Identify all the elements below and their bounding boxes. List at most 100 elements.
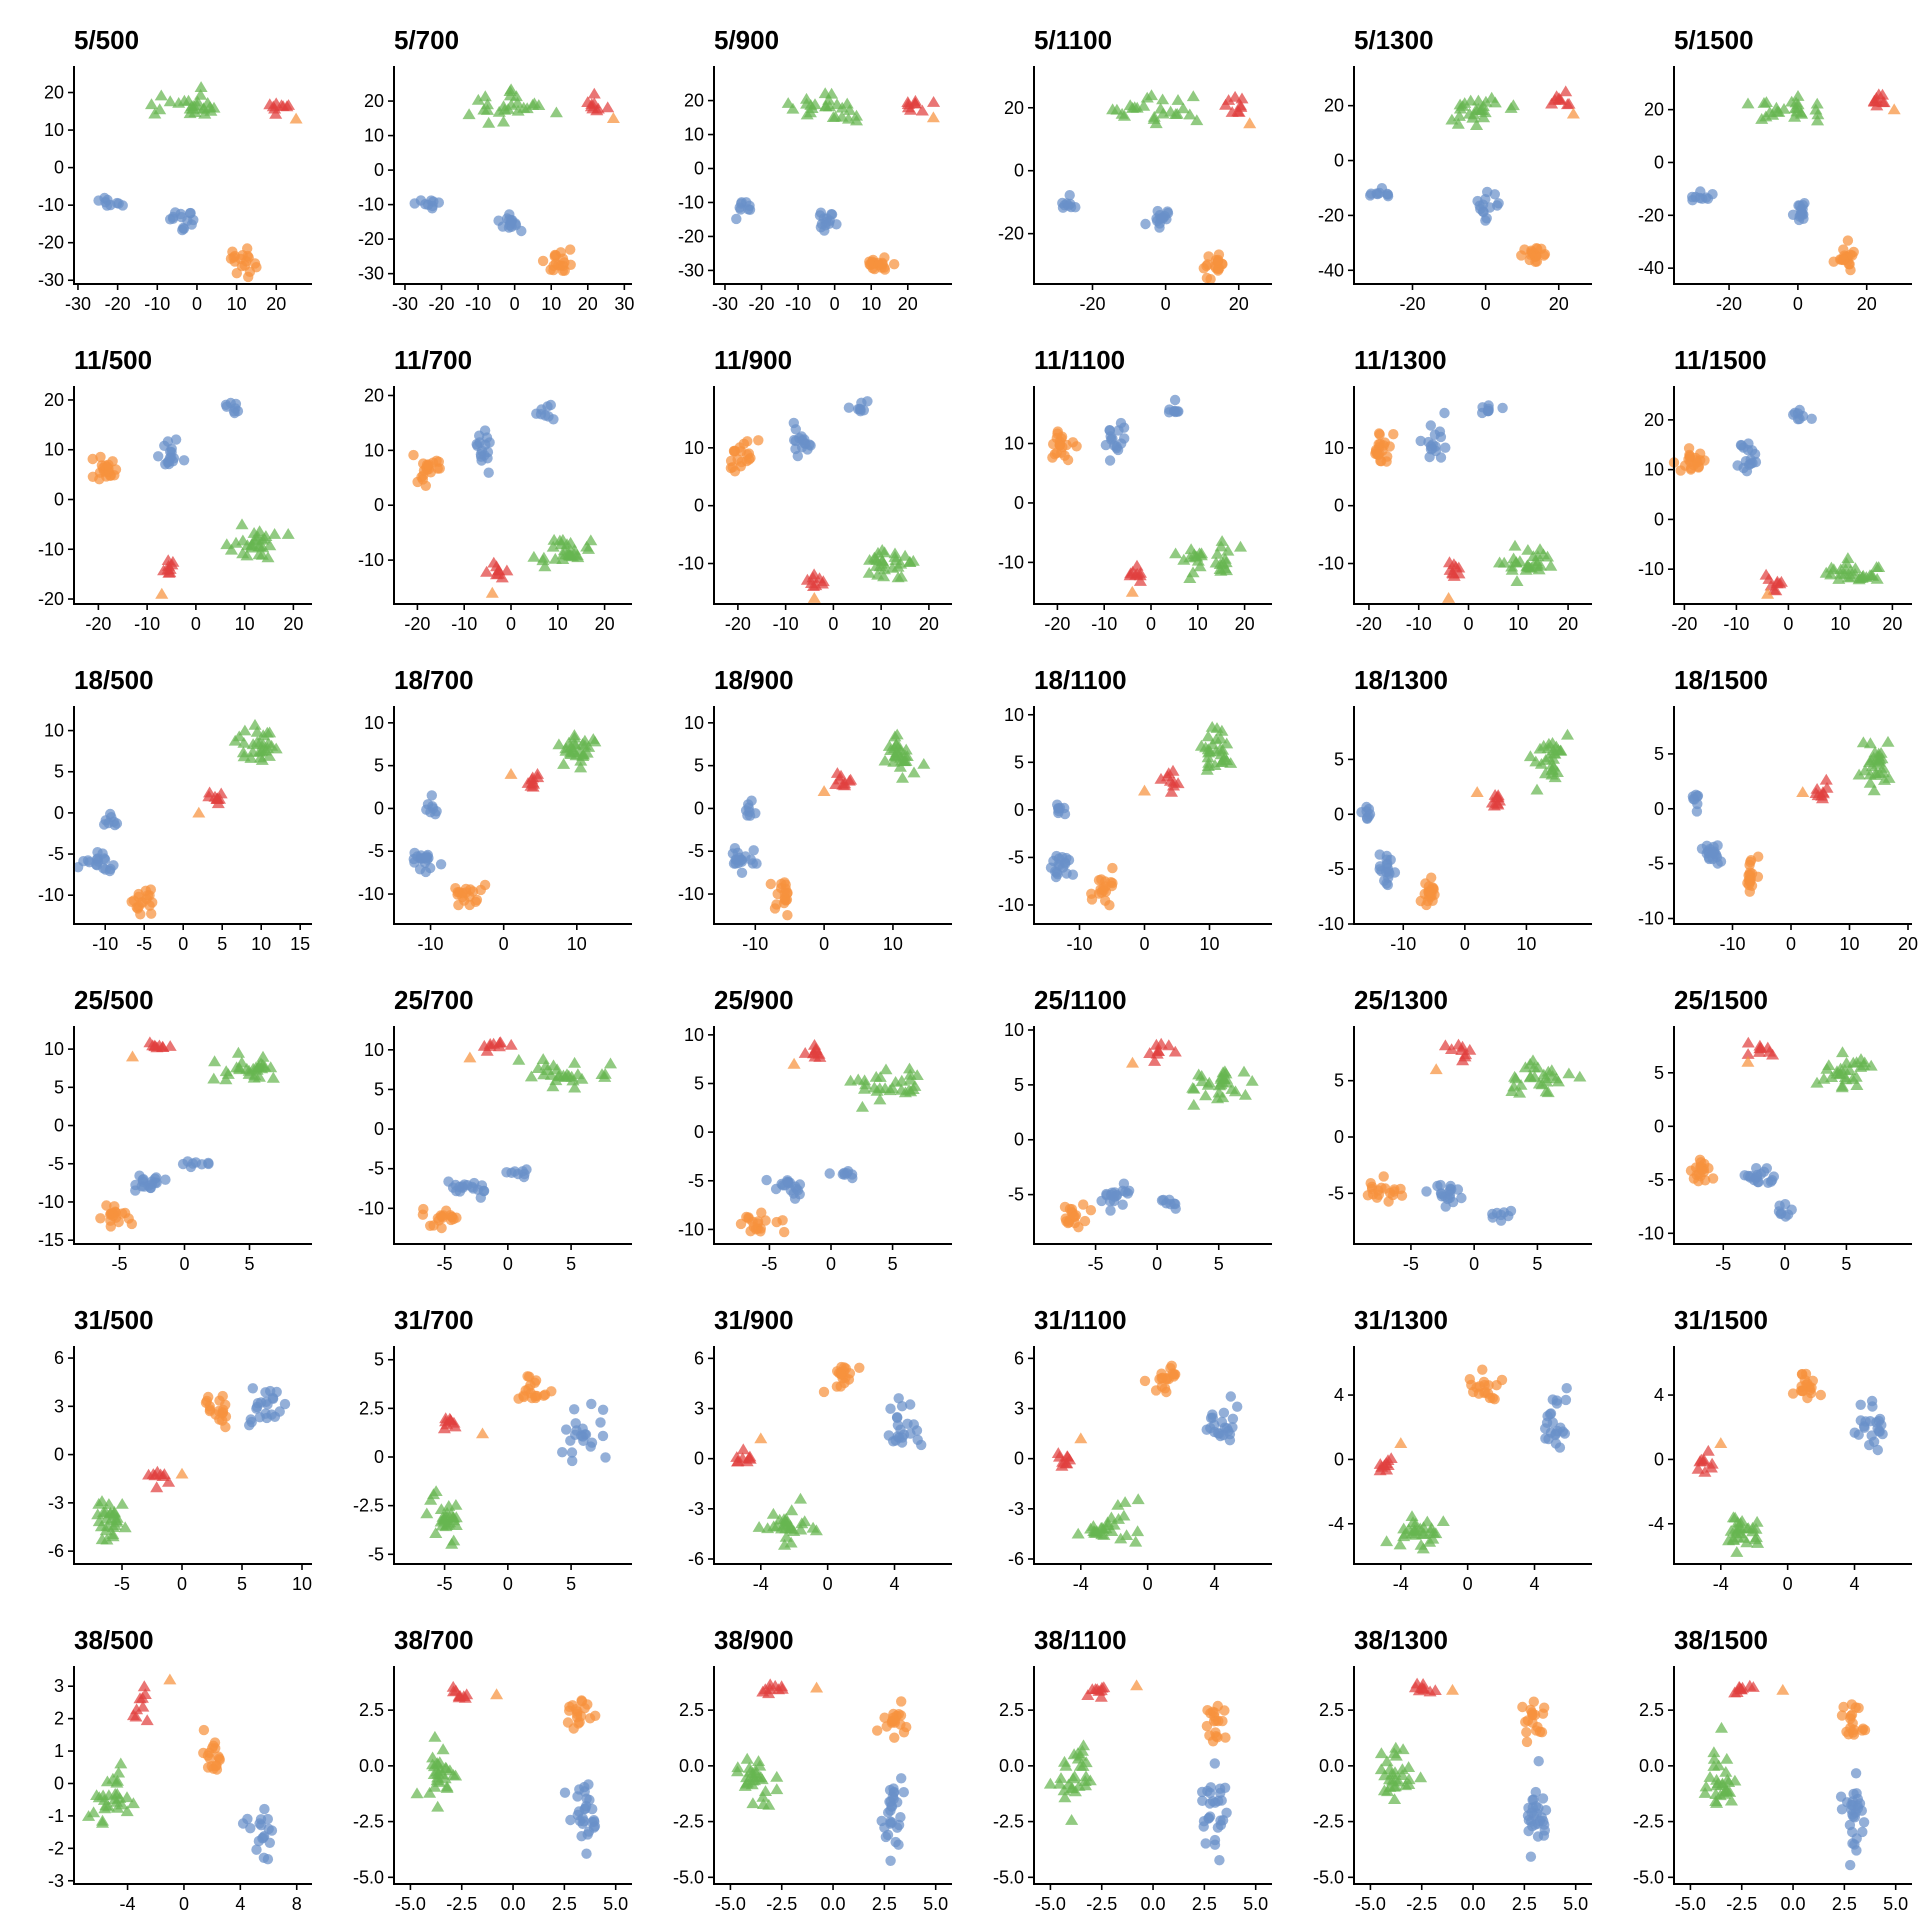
data-point-triangle	[1216, 743, 1230, 755]
scatter-panel: 18/700 -10 0 10 -10 -5 0 5 10	[320, 640, 640, 960]
data-point-triangle	[289, 112, 303, 124]
panel-title: 25/500	[74, 985, 154, 1015]
data-point-triangle	[1212, 1086, 1226, 1098]
y-tick-label: 10	[1004, 434, 1024, 454]
x-tick-label: 10	[871, 614, 891, 634]
data-point-triangle	[800, 108, 814, 120]
data-point-circle	[1745, 1170, 1756, 1182]
y-tick-label: 10	[1644, 460, 1664, 480]
scatter-panel: 11/1300 -20 -10 0 10 20 -10 0 10	[1280, 320, 1600, 640]
data-point-circle	[1805, 1384, 1816, 1396]
data-point-circle	[1374, 429, 1385, 440]
data-point-triangle	[1442, 592, 1456, 603]
x-tick-label: -10	[1091, 614, 1117, 634]
y-tick-label: 5	[1014, 1075, 1024, 1095]
data-point-triangle	[813, 572, 826, 584]
x-tick-label: 10	[292, 1574, 312, 1594]
data-point-triangle	[1058, 1755, 1071, 1767]
data-point-circle	[1692, 798, 1703, 810]
data-point-circle	[1838, 254, 1849, 265]
data-point-triangle	[884, 744, 898, 755]
data-point-circle	[877, 259, 888, 270]
data-point-triangle	[96, 1814, 109, 1826]
data-point-circle	[753, 435, 764, 446]
data-point-circle	[99, 853, 110, 864]
data-point-circle	[145, 1182, 156, 1193]
data-point-circle	[728, 858, 740, 869]
y-tick-label: -2.5	[1313, 1812, 1344, 1832]
data-point-circle	[1045, 862, 1057, 873]
x-tick-label: 5.0	[603, 1894, 628, 1914]
y-tick-label: -10	[1638, 909, 1664, 929]
data-point-triangle	[828, 110, 842, 122]
x-tick-label: 20	[578, 294, 598, 314]
data-point-triangle	[755, 1773, 769, 1785]
data-point-triangle	[557, 758, 571, 769]
data-point-triangle	[106, 1521, 120, 1532]
data-point-circle	[735, 446, 747, 457]
data-point-circle	[742, 436, 753, 447]
panel-title: 31/1300	[1354, 1305, 1448, 1335]
data-point-circle	[1806, 413, 1817, 424]
data-point-circle	[1078, 1199, 1089, 1210]
x-tick-label: -10	[144, 294, 170, 314]
data-point-circle	[1753, 851, 1764, 862]
data-point-triangle	[808, 1039, 822, 1050]
data-point-triangle	[192, 806, 206, 818]
data-point-triangle	[431, 1800, 445, 1812]
panel-title: 5/1100	[1034, 25, 1112, 55]
data-point-triangle	[1228, 90, 1242, 102]
data-point-triangle	[893, 744, 907, 756]
data-point-circle	[1692, 457, 1703, 468]
y-tick-label: 0	[1014, 493, 1024, 513]
y-tick-label: -5	[48, 844, 64, 864]
axis-lines	[1673, 386, 1912, 605]
data-point-circle	[1224, 1435, 1236, 1446]
data-point-triangle	[1714, 1437, 1728, 1448]
y-tick-label: 2.5	[1319, 1700, 1344, 1720]
data-point-triangle	[1539, 1085, 1553, 1097]
data-point-triangle	[142, 1468, 156, 1480]
data-point-circle	[1691, 806, 1703, 817]
data-point-triangle	[1211, 1092, 1225, 1104]
data-point-circle	[776, 878, 787, 890]
data-point-triangle	[1709, 1795, 1723, 1806]
x-tick-label: 0	[1464, 614, 1474, 634]
x-tick-label: 0.0	[1461, 1894, 1486, 1914]
data-point-circle	[1787, 209, 1799, 220]
data-point-circle	[1381, 850, 1392, 862]
data-point-triangle	[1724, 1794, 1738, 1806]
y-tick-label: 0	[694, 1122, 704, 1142]
data-point-circle	[1204, 1730, 1215, 1741]
y-tick-label: 0	[1334, 1449, 1344, 1469]
data-point-triangle	[1559, 85, 1573, 97]
data-point-triangle	[756, 1798, 770, 1809]
panel-title: 25/900	[714, 985, 794, 1015]
panel-title: 11/1100	[1034, 345, 1125, 375]
data-point-triangle	[582, 741, 596, 752]
x-tick-label: 0	[499, 934, 509, 954]
y-tick-label: 0	[54, 803, 64, 823]
y-tick-label: 0.0	[1319, 1756, 1344, 1776]
data-point-triangle	[1237, 1065, 1251, 1077]
data-point-triangle	[281, 528, 295, 539]
data-point-triangle	[566, 1074, 580, 1086]
data-point-circle	[1069, 1211, 1080, 1222]
data-point-triangle	[1733, 1681, 1747, 1693]
data-point-circle	[1745, 458, 1756, 469]
data-point-circle	[1745, 856, 1756, 868]
x-tick-label: -20	[1671, 614, 1697, 634]
data-point-triangle	[1767, 583, 1781, 595]
data-point-circle	[1053, 803, 1064, 814]
data-point-triangle	[1523, 1071, 1537, 1083]
data-point-triangle	[437, 1513, 451, 1525]
data-point-triangle	[598, 1071, 612, 1082]
data-point-triangle	[1791, 90, 1805, 101]
data-point-circle	[1799, 1374, 1810, 1386]
data-point-circle	[1198, 1821, 1209, 1832]
y-tick-label: -20	[1318, 205, 1344, 225]
x-tick-label: -20	[429, 294, 455, 314]
axis-lines	[73, 1666, 312, 1885]
data-point-triangle	[1043, 1777, 1057, 1789]
data-point-circle	[1119, 433, 1130, 444]
